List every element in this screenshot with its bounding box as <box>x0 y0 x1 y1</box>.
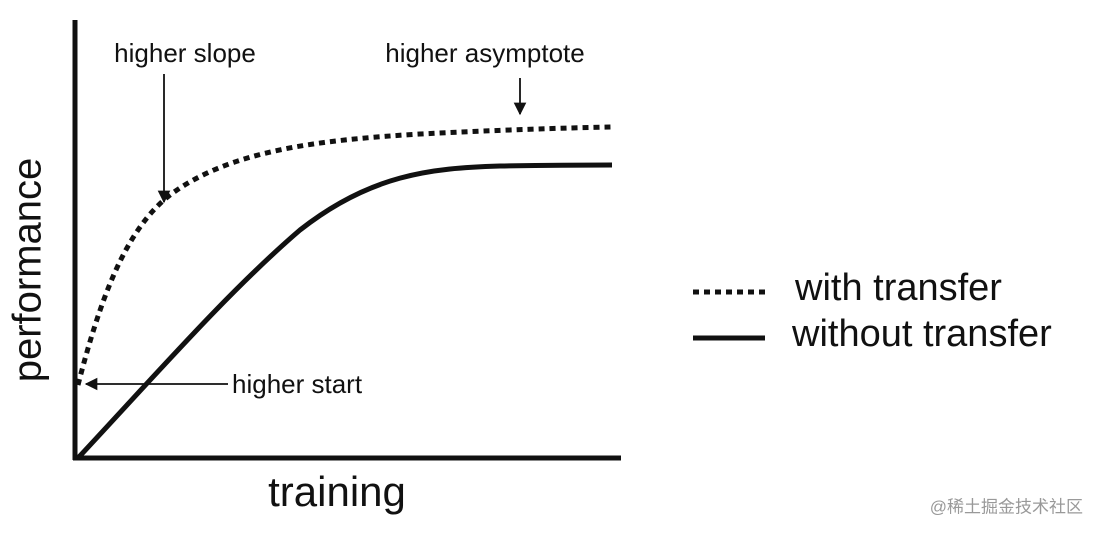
annotation: higher slope <box>114 38 256 68</box>
annotation: higher start <box>232 369 363 399</box>
without-transfer-curve <box>76 162 613 460</box>
x-axis-label: training <box>268 468 406 515</box>
annotation: higher asymptote <box>385 38 584 68</box>
watermark: @稀土掘金技术社区 <box>930 497 1083 516</box>
legend-label: with transfer <box>794 267 1002 309</box>
y-axis-label: performance <box>6 158 50 383</box>
with-transfer-curve <box>75 124 613 386</box>
legend-label: without transfer <box>791 313 1052 355</box>
